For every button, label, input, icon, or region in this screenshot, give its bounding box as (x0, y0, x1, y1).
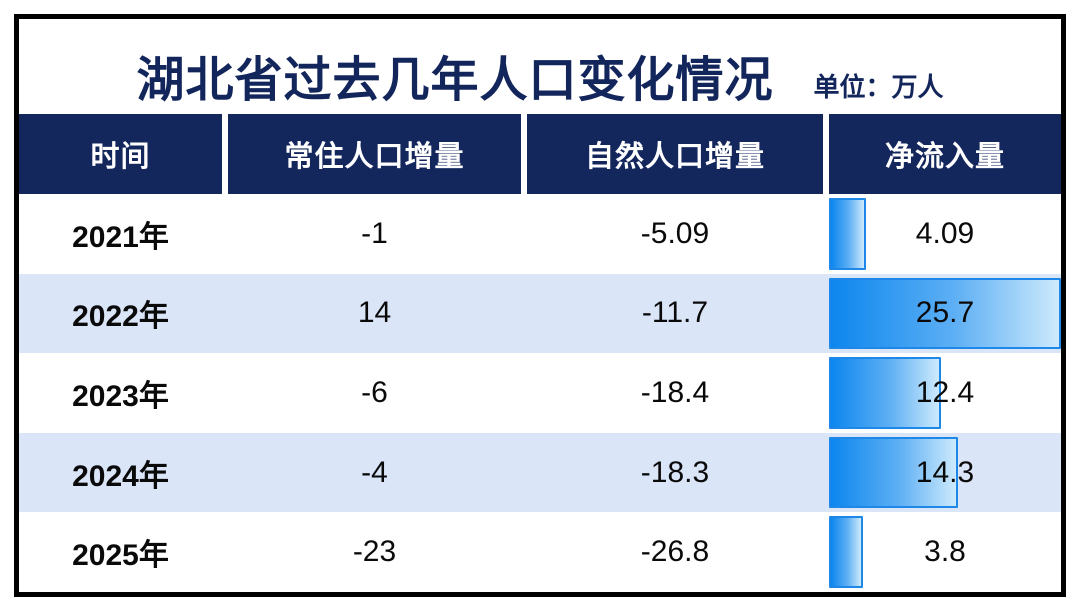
column-header-net-inflow: 净流入量 (829, 114, 1061, 194)
natural-increment-cell: -11.7 (641, 296, 709, 330)
net-inflow-cell: 14.3 (829, 433, 1061, 513)
net-inflow-value: 4.09 (915, 216, 975, 250)
year-cell: 2025年 (72, 539, 169, 573)
net-inflow-bar (829, 357, 941, 429)
column-header-natural-increment: 自然人口增量 (527, 114, 823, 194)
resident-increment-cell: -6 (361, 375, 388, 409)
net-inflow-value: 3.8 (924, 535, 966, 569)
natural-increment-cell: -18.3 (640, 455, 710, 489)
year-cell: 2022年 (72, 300, 169, 334)
resident-increment-cell: 14 (357, 296, 392, 330)
year-cell: 2021年 (72, 220, 169, 254)
infographic-table: 湖北省过去几年人口变化情况 单位：万人 时间 常住人口增量 自然人口增量 净流入… (14, 14, 1066, 597)
net-inflow-bar (829, 277, 1061, 350)
unit-label: 单位：万人 (813, 72, 944, 102)
natural-increment-cell: -26.8 (640, 535, 710, 569)
column-header-resident-increment: 常住人口增量 (228, 114, 521, 194)
net-inflow-value: 25.7 (915, 296, 975, 330)
net-inflow-cell: 3.8 (829, 512, 1061, 592)
column-header-time: 时间 (19, 114, 222, 194)
table-row: 2023年 -6 -18.4 12.4 (19, 353, 1061, 433)
resident-increment-cell: -23 (352, 535, 397, 569)
net-inflow-value: 14.3 (915, 455, 975, 489)
net-inflow-bar (829, 516, 864, 588)
year-cell: 2023年 (72, 379, 169, 413)
natural-increment-cell: -18.4 (640, 375, 710, 409)
net-inflow-cell: 12.4 (829, 353, 1061, 433)
net-inflow-bar (829, 436, 959, 509)
net-inflow-value: 12.4 (915, 375, 975, 409)
net-inflow-cell: 25.7 (829, 274, 1061, 354)
net-inflow-cell: 4.09 (829, 194, 1061, 274)
table-row: 2022年 14 -11.7 25.7 (19, 273, 1061, 354)
year-cell: 2024年 (72, 459, 169, 493)
table-row: 2025年 -23 -26.8 3.8 (19, 512, 1061, 592)
title-row: 湖北省过去几年人口变化情况 单位：万人 (19, 19, 1061, 114)
page-title: 湖北省过去几年人口变化情况 (136, 54, 774, 107)
resident-increment-cell: -4 (361, 455, 388, 489)
resident-increment-cell: -1 (361, 216, 388, 250)
natural-increment-cell: -5.09 (640, 216, 710, 250)
table-row: 2024年 -4 -18.3 14.3 (19, 432, 1061, 513)
table-row: 2021年 -1 -5.09 4.09 (19, 194, 1061, 274)
table-header-row: 时间 常住人口增量 自然人口增量 净流入量 (19, 114, 1061, 194)
net-inflow-bar (829, 198, 866, 270)
